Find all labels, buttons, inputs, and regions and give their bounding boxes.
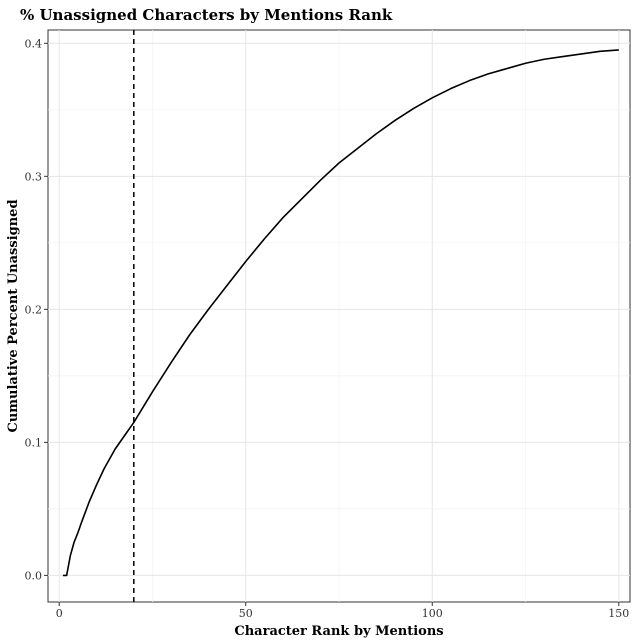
x-tick-label: 150 bbox=[608, 607, 629, 620]
x-tick-label: 50 bbox=[239, 607, 253, 620]
y-tick-label: 0.2 bbox=[25, 303, 43, 316]
y-tick-label: 0.0 bbox=[25, 569, 43, 582]
x-axis: 0 50 100 150 bbox=[56, 602, 629, 620]
series-lines bbox=[62, 49, 619, 577]
x-tick-label: 0 bbox=[56, 607, 63, 620]
x-axis-title: Character Rank by Mentions bbox=[234, 624, 443, 639]
y-tick-label: 0.3 bbox=[25, 170, 43, 183]
y-axis-title: Cumulative Percent Unassigned bbox=[6, 199, 21, 432]
gridlines bbox=[48, 30, 630, 602]
chart-title: % Unassigned Characters by Mentions Rank bbox=[20, 6, 393, 24]
y-tick-label: 0.4 bbox=[25, 37, 43, 50]
series-line bbox=[62, 49, 619, 577]
x-tick-label: 100 bbox=[422, 607, 443, 620]
y-axis: 0.0 0.1 0.2 0.3 0.4 bbox=[25, 37, 48, 582]
y-tick-label: 0.1 bbox=[25, 436, 43, 449]
